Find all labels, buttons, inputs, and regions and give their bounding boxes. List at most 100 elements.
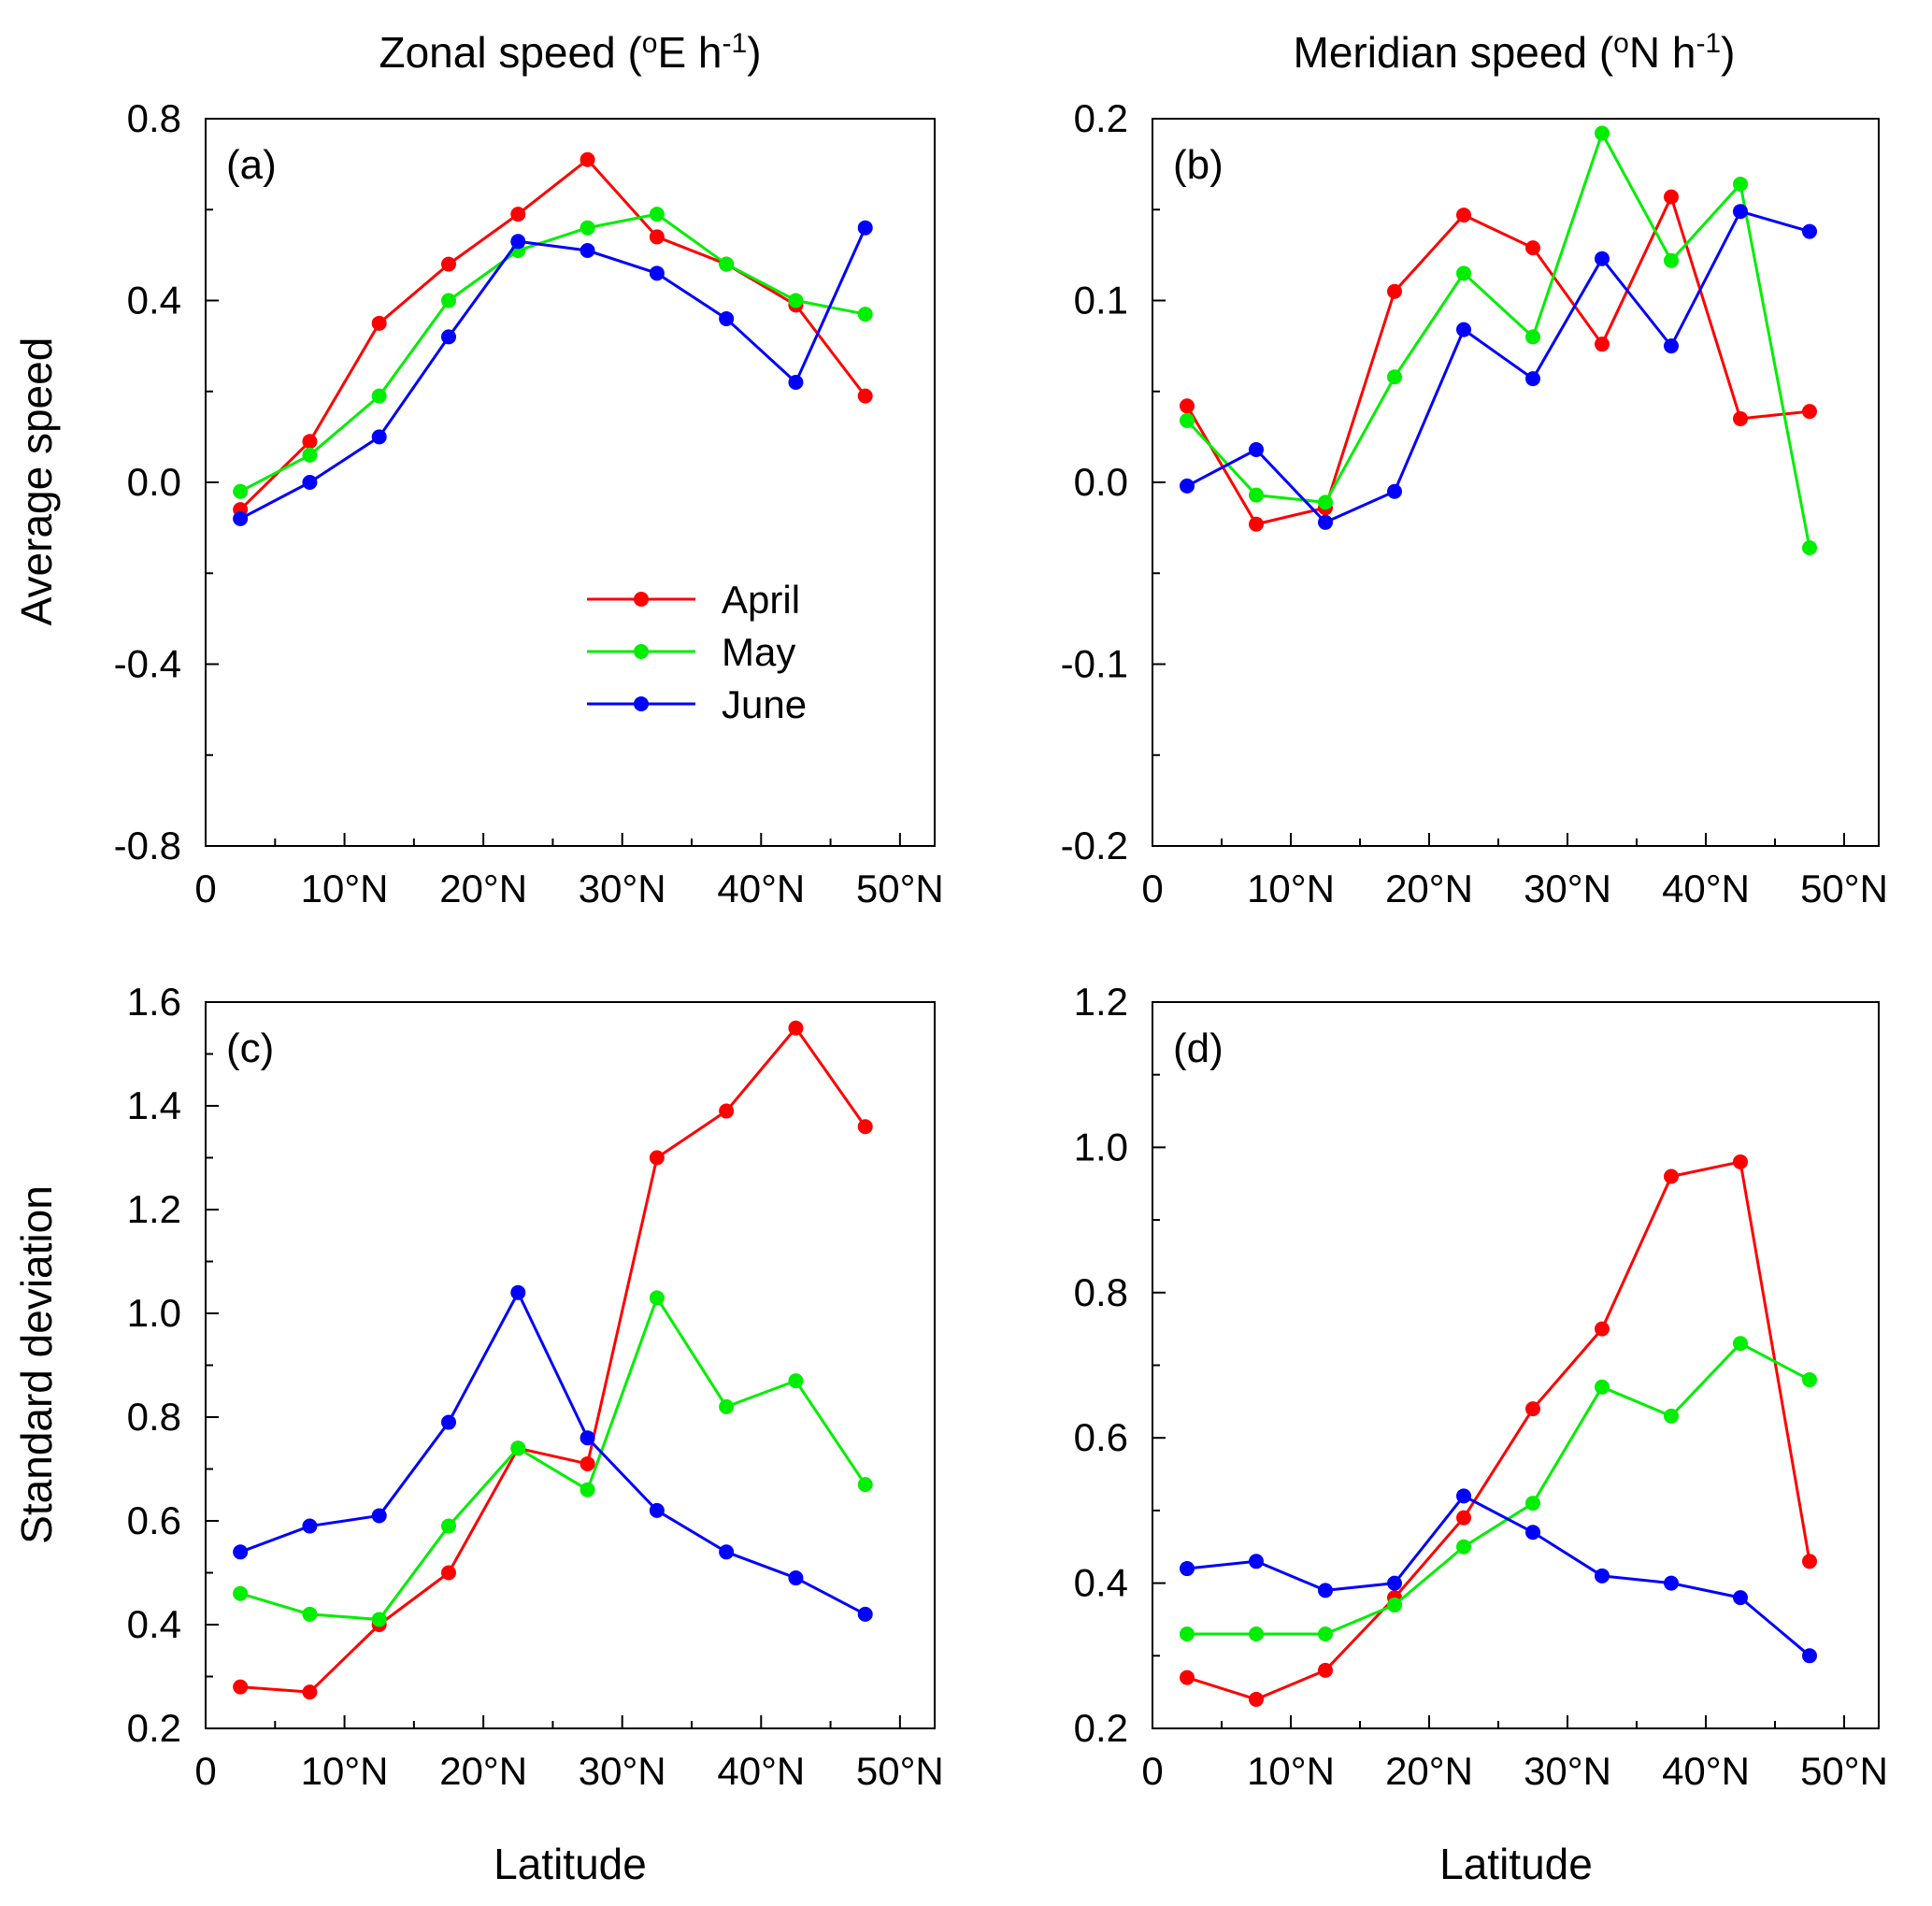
panel-d-series-april-point	[1318, 1662, 1333, 1678]
panel-a-series-june	[233, 220, 873, 526]
panel-b: 0 10°N 20°N 30°N 40°N 50°N -0.2 -0.1 0.0 0.1 0.2 (b…	[1061, 96, 1888, 910]
panel-b-x-tick-label: 50°N	[1800, 867, 1888, 910]
panel-d-series-april-line	[1186, 1160, 1811, 1701]
panel-a-series-june-point	[302, 475, 318, 490]
panel-d-x-tick-label: 10°N	[1247, 1749, 1335, 1793]
panel-a-label: (a)	[226, 142, 277, 188]
panel-c-y-tick-label: 1.0	[127, 1291, 181, 1335]
panel-c-y-tick-label: 0.2	[127, 1706, 181, 1750]
panel-c-series-june-point	[233, 1544, 249, 1560]
panel-d-series-may-point	[1318, 1626, 1333, 1641]
row-title-average-speed: Average speed	[12, 337, 61, 626]
panel-b-series-april-point	[1180, 398, 1195, 414]
panel-d-series-april-point	[1733, 1154, 1748, 1169]
panel-b-series-june	[1180, 204, 1817, 530]
panel-c-x-tick-label: 40°N	[717, 1749, 805, 1793]
legend-item-april: April	[587, 578, 800, 622]
panel-d-series-june-point	[1525, 1525, 1540, 1541]
panel-c-series-june-point	[580, 1430, 595, 1446]
panel-c-series-june-line	[239, 1291, 866, 1616]
panel-d-y-tick-label: 0.8	[1074, 1270, 1128, 1314]
panel-c-x-tick-label: 30°N	[579, 1749, 666, 1793]
panel-a-series-april-point	[510, 207, 526, 222]
panel-a-y-tick-label: 0.4	[127, 279, 181, 322]
panel-b-series-may-line	[1185, 132, 1811, 549]
panel-a-series-may	[233, 207, 873, 499]
panel-d-series-may-point	[1387, 1597, 1402, 1612]
panel-b-series-may-point	[1180, 412, 1195, 428]
panel-d-series-april-point	[1249, 1691, 1264, 1707]
panel-b-series-april-point	[1249, 516, 1264, 532]
panel-c-y-tick-label: 0.6	[127, 1498, 181, 1542]
panel-a-series-april	[233, 151, 873, 518]
panel-c-series-june-point	[302, 1518, 318, 1534]
panel-d-series-may-point	[1802, 1372, 1817, 1388]
panel-d-x-tick-label: 40°N	[1662, 1749, 1750, 1793]
panel-d-y-tick-label: 1.2	[1074, 980, 1128, 1024]
panel-c-y-tick-label: 1.2	[127, 1187, 181, 1231]
panel-d-series-may-point	[1525, 1496, 1540, 1512]
panel-c-series-june-point	[788, 1570, 804, 1586]
panel-d-x-tick-label: 30°N	[1524, 1749, 1611, 1793]
legend-marker-april	[634, 592, 649, 607]
panel-d-series-june-point	[1387, 1575, 1402, 1591]
panel-b-series-june-point	[1802, 223, 1817, 239]
panel-d-series-april-point	[1456, 1510, 1471, 1526]
panel-b-frame	[1152, 118, 1880, 847]
panel-c-series-april-point	[788, 1020, 804, 1036]
panel-c-series-june-point	[510, 1284, 526, 1300]
panel-b-y-tick-label: -0.2	[1061, 824, 1128, 867]
row-title-standard-deviation: Standard deviation	[12, 1185, 61, 1544]
panel-c-series-april-point	[580, 1455, 595, 1471]
panel-c-series-april-point	[649, 1150, 665, 1166]
legend-label-june: June	[722, 682, 807, 726]
panel-d-series-june-point	[1733, 1590, 1748, 1606]
panel-b-series-june-point	[1595, 251, 1610, 266]
panel-d-series-june-point	[1249, 1554, 1264, 1569]
panel-d-series-may-point	[1595, 1379, 1610, 1395]
panel-a-series-april-point	[857, 388, 873, 404]
panel-b-x-tick-label: 20°N	[1385, 867, 1473, 910]
panel-d-series-june-line	[1186, 1494, 1810, 1657]
panel-c-series-april-point	[719, 1103, 735, 1119]
panel-b-series-june-point	[1318, 514, 1333, 530]
panel-b-x-tick-label: 40°N	[1662, 867, 1750, 910]
panel-c-series-may-point	[788, 1373, 804, 1389]
panel-b-series-may-point	[1318, 494, 1333, 510]
panel-b-series-may-point	[1249, 487, 1264, 503]
panel-b-series-may-point	[1387, 369, 1402, 385]
panel-a-x-tick-label: 10°N	[301, 867, 389, 910]
panel-a-series-june-point	[441, 329, 456, 345]
panel-a-series-may-point	[719, 256, 735, 272]
panel-a-series-june-point	[233, 510, 249, 526]
panel-b-series-june-point	[1180, 478, 1195, 494]
panel-a-series-june-point	[788, 375, 804, 391]
panel-a-series-june-point	[857, 220, 873, 236]
panel-a-series-april-point	[441, 256, 456, 272]
legend: April May June	[587, 578, 807, 726]
panel-a-series-april-point	[302, 434, 318, 450]
panel-b-label: (b)	[1173, 142, 1224, 188]
panel-d-series-may-point	[1456, 1539, 1471, 1555]
panel-a-y-tick-label: -0.8	[114, 824, 181, 867]
panel-a: 0 10°N 20°N 30°N 40°N 50°N -0.8 -0.4 0.0 0.4 0.8 (a…	[114, 96, 944, 910]
panel-c-series-june-point	[857, 1606, 873, 1622]
panel-d-y-tick-label: 0.4	[1074, 1561, 1128, 1605]
panel-c-series-april	[233, 1020, 873, 1700]
panel-b-series-june-point	[1456, 322, 1471, 337]
panel-b-y-tick-label: 0.0	[1074, 460, 1128, 504]
panel-a-y-tick-label: 0.0	[127, 460, 181, 504]
panel-c-x-tick-label: 0	[194, 1749, 216, 1793]
panel-d-series-june-point	[1318, 1583, 1333, 1598]
panel-d-series-may	[1180, 1336, 1817, 1641]
panel-d-series-april	[1180, 1154, 1817, 1707]
panel-d-x-tick-label: 50°N	[1800, 1749, 1888, 1793]
panel-c-series-may-point	[441, 1518, 456, 1534]
panel-a-series-april-point	[371, 315, 387, 331]
panel-c-series-may-line	[239, 1296, 866, 1621]
legend-item-may: May	[587, 630, 795, 674]
panel-a-series-may-point	[580, 220, 595, 236]
panel-d-series-june	[1180, 1488, 1817, 1664]
panel-b-series-may-point	[1733, 177, 1748, 193]
panel-d-series-april-point	[1595, 1321, 1610, 1337]
